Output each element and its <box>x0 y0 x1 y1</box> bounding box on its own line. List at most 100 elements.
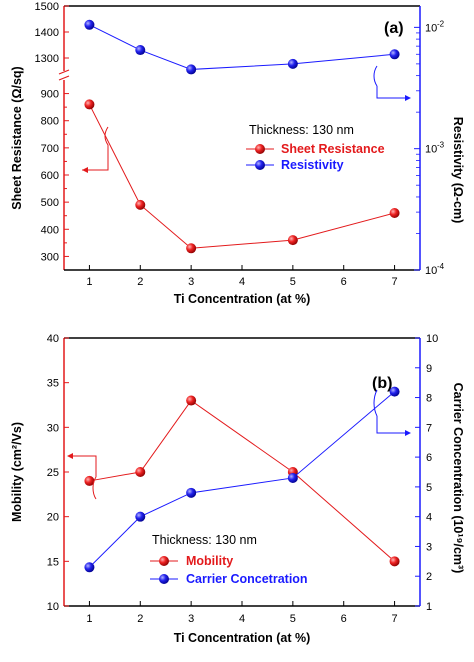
panel-b-right-pointer-arrowhead <box>405 430 411 436</box>
panel-a-axis-break-2 <box>58 75 70 81</box>
panel-a-annotation: Thickness: 130 nm <box>249 123 354 137</box>
panel-b-left-pointer-arrowhead <box>67 453 73 459</box>
panel-a-axis-break <box>58 69 70 75</box>
panel-b-annotation: Thickness: 130 nm <box>152 533 257 547</box>
panel-b-y-tick-label: 20 <box>47 512 59 524</box>
panel-a-sheet-resistance-point <box>389 208 400 218</box>
panel-b-y2-tick-label: 2 <box>426 571 432 583</box>
panel-a-y2-tick-exponent: -3 <box>437 141 445 150</box>
panel-a-resistivity-point <box>135 45 146 56</box>
panel-a-x-tick-label: 6 <box>341 276 347 288</box>
panel-b-y2-tick-label: 5 <box>426 482 432 494</box>
panel-a-y2-tick-label: 10 <box>425 22 437 34</box>
panel-b-y2-tick-label: 1 <box>426 601 432 613</box>
panel-a-sheet-resistance-point <box>84 99 95 110</box>
panel-b-x-tick-label: 3 <box>188 613 194 625</box>
panel-a-right-pointer-arrowhead <box>405 95 411 101</box>
panel-a-legend-marker-sheet <box>255 144 265 154</box>
panel-b-y2-tick-label: 10 <box>426 333 438 345</box>
panel-a-ticks: 1 2 3 4 5 6 7 300 400 500 600 700 800 900 1300 1400 1500… <box>35 1 445 288</box>
panel-a-y2-tick-label: 10 <box>425 144 437 156</box>
panel-b-legend-mobility: Mobility <box>186 554 233 568</box>
panel-b-y-tick-label: 25 <box>47 467 59 479</box>
panel-b-mobility-point <box>84 475 95 486</box>
panel-a-legend-resistivity: Resistivity <box>281 158 344 172</box>
panel-a-ylabel: Sheet Resistance (Ω/sq) <box>10 66 24 209</box>
panel-b-chart: 1 2 3 4 5 6 7 10 15 20 25 30 35 40 1 2 3 4 5 6 7 8 9 10 Mobilit… <box>10 333 465 645</box>
panel-a-y-tick-label: 800 <box>41 116 59 128</box>
panel-a-legend-sheet: Sheet Resistance <box>281 142 385 156</box>
panel-a-right-pointer-arrow <box>373 65 410 99</box>
panel-a-resistivity-point <box>287 58 298 69</box>
panel-b-mobility-point <box>389 556 400 567</box>
panel-b-y2-tick-label: 4 <box>426 512 432 524</box>
panel-a-y-tick-label: 1400 <box>35 27 59 39</box>
panel-a-y-tick-label: 900 <box>41 89 59 101</box>
panel-b-legend-carrier: Carrier Concetration <box>186 572 308 586</box>
panel-b-right-pointer-arrow <box>373 389 410 434</box>
panel-a-chart: 1 2 3 4 5 6 7 300 400 500 600 700 800 900 1300 1400 1500… <box>10 1 465 306</box>
panel-a-left-pointer-arrowhead <box>82 167 88 173</box>
panel-a-x-tick-label: 1 <box>86 276 92 288</box>
panel-b-left-pointer-arrow <box>68 455 97 500</box>
panel-b-mobility-point <box>186 395 197 406</box>
panel-b-ticks: 1 2 3 4 5 6 7 10 15 20 25 30 35 40 1 2 3 4 5 6 7 8 9 10 <box>47 333 439 625</box>
panel-b-y2-tick-label: 8 <box>426 393 432 405</box>
panel-a-series <box>84 19 400 254</box>
panel-a-legend-marker-resistivity <box>255 160 265 170</box>
panel-b-x-tick-label: 7 <box>392 613 398 625</box>
panel-a-resistivity-point <box>389 49 400 60</box>
panel-b-y-tick-label: 35 <box>47 378 59 390</box>
panel-a-x-tick-label: 4 <box>239 276 245 288</box>
panel-a-y-tick-label: 500 <box>41 197 59 209</box>
panel-a-y-tick-label: 400 <box>41 224 59 236</box>
panel-a-y-tick-label: 300 <box>41 251 59 263</box>
panel-a-y-tick-label: 1300 <box>35 53 59 65</box>
panel-a-left-pointer-arrow <box>82 126 109 171</box>
panel-a-sheet-resistance-point <box>186 243 197 254</box>
panel-a-ylabel-right: Resistivity (Ω-cm) <box>451 117 465 224</box>
panel-a-x-tick-label: 3 <box>188 276 194 288</box>
panel-a-x-tick-label: 5 <box>290 276 296 288</box>
panel-a-y-tick-label: 600 <box>41 170 59 182</box>
panel-b-legend-marker-carrier <box>159 574 169 584</box>
panel-b-carrier-concentration-point <box>84 562 95 573</box>
panel-b-ylabel: Mobility (cm²/Vs) <box>10 422 24 522</box>
panel-b-carrier-concentration-point <box>287 472 298 483</box>
panel-b-ylabel-right: Carrier Concentration (10¹⁹/cm³) <box>451 383 465 574</box>
panel-a-x-tick-label: 7 <box>392 276 398 288</box>
panel-b-carrier-concentration-point <box>186 487 197 498</box>
panel-b-y-tick-label: 15 <box>47 556 59 568</box>
panel-a-label: (a) <box>384 20 404 37</box>
panel-a-y-tick-label: 700 <box>41 143 59 155</box>
panel-b-x-tick-label: 1 <box>86 613 92 625</box>
panel-b-x-tick-label: 4 <box>239 613 245 625</box>
panel-b-y2-tick-label: 3 <box>426 541 432 553</box>
panel-b-legend-marker-mobility <box>159 556 169 566</box>
panel-b-carrier-concentration-point <box>389 386 400 397</box>
panel-b-x-tick-label: 5 <box>290 613 296 625</box>
panel-a-y2-tick-label: 10 <box>425 265 437 277</box>
panel-a-y-tick-label: 1500 <box>35 1 59 13</box>
panel-b-y-tick-label: 40 <box>47 333 59 345</box>
panel-a-resistivity-line <box>89 24 395 70</box>
panel-a-resistivity-point <box>84 19 95 30</box>
panel-b-y-tick-label: 10 <box>47 601 59 613</box>
panel-b-label: (b) <box>372 375 392 392</box>
panel-b-xlabel: Ti Concentration (at %) <box>174 631 311 645</box>
panel-a-x-tick-label: 2 <box>137 276 143 288</box>
panel-b-x-tick-label: 2 <box>137 613 143 625</box>
panel-a-y2-tick-exponent: -2 <box>437 19 445 28</box>
panel-b-series <box>84 386 400 573</box>
panel-b-x-tick-label: 6 <box>341 613 347 625</box>
panel-a-sheet-resistance-point <box>135 199 146 210</box>
panel-b-y2-tick-label: 7 <box>426 422 432 434</box>
panel-a-y2-tick-exponent: -4 <box>437 262 445 271</box>
panel-b-y-tick-label: 30 <box>47 422 59 434</box>
panel-b-y2-tick-label: 6 <box>426 452 432 464</box>
panel-a-resistivity-point <box>186 64 197 75</box>
panel-a-xlabel: Ti Concentration (at %) <box>174 292 311 306</box>
panel-a-sheet-resistance-point <box>287 235 298 246</box>
panel-b-mobility-point <box>135 467 146 477</box>
